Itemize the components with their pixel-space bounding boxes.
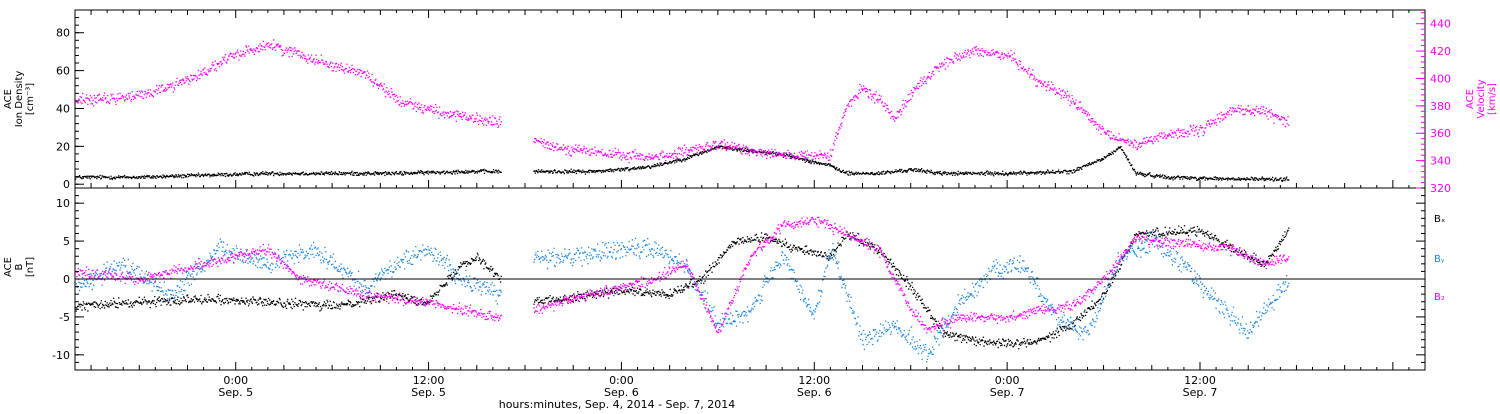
b-axis-title-line: ACE [3,257,14,277]
b-axis-tick-label: 10 [56,197,70,210]
density-axis-tick-label: 20 [56,140,70,153]
velocity-axis-tick-label: 320 [1430,182,1451,195]
series-bx-points [75,225,1290,350]
x-tick-time-label: 0:00 [609,374,634,387]
x-tick-date-label: Sep. 5 [411,386,446,399]
b-axis-tick-label: 5 [63,235,70,248]
density-axis-tick-label: 0 [63,178,70,191]
density-axis-tick-label: 40 [56,102,70,115]
b-axis-tick-label: -5 [59,311,70,324]
x-tick-time-label: 0:00 [223,374,248,387]
series-velocity [75,39,1290,164]
b-axis-tick-label: -10 [52,349,70,362]
density-axis-title-line: [cm⁻³] [25,83,36,115]
x-tick-date-label: Sep. 6 [604,386,639,399]
velocity-axis-tick-label: 400 [1430,72,1451,85]
series-by [75,231,1290,363]
series-bz-points [75,216,1290,334]
velocity-axis-tick-label: 340 [1430,155,1451,168]
velocity-axis-title-line: ACE [1465,89,1476,109]
density-axis-title: ACE Ion Density [cm⁻³] [3,71,36,128]
x-tick-date-label: Sep. 6 [797,386,832,399]
x-axis-title: hours:minutes, Sep. 4, 2014 - Sep. 7, 20… [499,398,736,410]
velocity-axis-title-line: [km/s] [1487,83,1498,115]
velocity-axis-tick-label: 360 [1430,127,1451,140]
series-velocity-points [75,39,1290,164]
velocity-axis-tick-label: 380 [1430,100,1451,113]
x-tick-date-label: Sep. 7 [990,386,1025,399]
b-axis-title: ACE B [nT] [3,257,36,277]
density-axis-tick-label: 60 [56,65,70,78]
series-density-points [75,145,1290,182]
legend-entry: Bᵧ [1434,254,1445,265]
density-axis-title-line: ACE [3,89,14,109]
series-bx [75,225,1290,350]
velocity-axis-title-line: Velocity [1476,79,1487,118]
b-axis-title-line: [nT] [25,257,36,277]
velocity-axis-tick-label: 440 [1430,18,1451,31]
x-tick-time-label: 12:00 [1184,374,1216,387]
series-by-points [75,231,1290,363]
x-tick-time-label: 12:00 [413,374,445,387]
x-tick-date-label: Sep. 5 [218,386,253,399]
legend-entry: B₂ [1434,292,1445,303]
density-axis-tick-label: 80 [56,27,70,40]
x-tick-time-label: 0:00 [995,374,1020,387]
x-tick-date-label: Sep. 7 [1183,386,1218,399]
x-tick-time-label: 12:00 [798,374,830,387]
series-bz [75,216,1290,334]
velocity-axis-tick-label: 420 [1430,45,1451,58]
velocity-axis-title: ACE Velocity [km/s] [1465,79,1498,118]
legend-entry: Bₓ [1434,214,1445,225]
b-axis-tick-label: 0 [63,273,70,286]
density-axis-title-line: Ion Density [14,71,25,128]
b-axis-title-line: B [14,263,25,270]
top-panel-frame [74,9,1426,189]
series-density [75,145,1290,182]
